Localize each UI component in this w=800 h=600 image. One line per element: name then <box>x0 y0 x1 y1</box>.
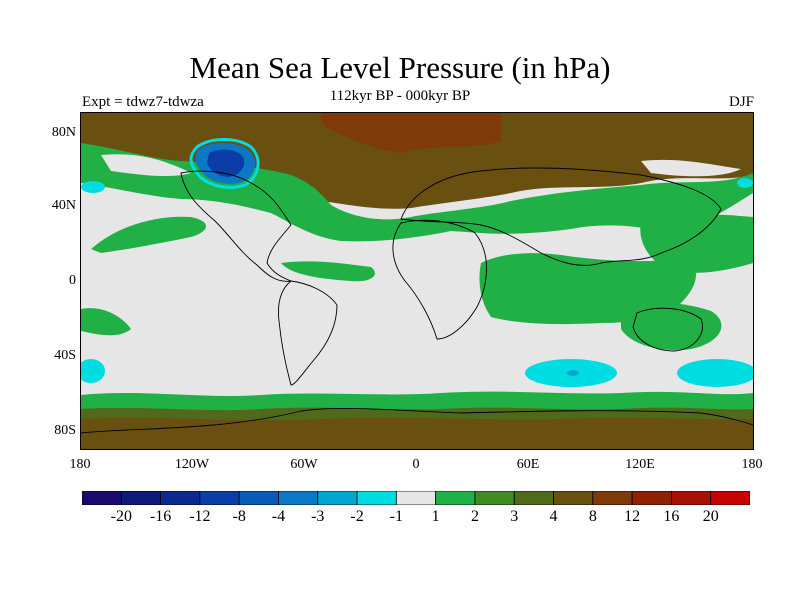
chart-subtitle: 112kyr BP - 000kyr BP <box>329 88 471 104</box>
africa-coast <box>392 219 487 340</box>
legend-label: 1 <box>431 508 440 525</box>
legend-label: 4 <box>549 508 558 525</box>
legend-label: -3 <box>311 508 325 525</box>
north-atlantic-grey <box>101 154 191 177</box>
legend-swatch <box>82 491 122 505</box>
north-brown-patch <box>321 113 501 153</box>
west-pacific-green <box>640 214 753 273</box>
legend-label: -2 <box>350 508 364 525</box>
legend-swatch <box>160 491 201 505</box>
north-pacific-green <box>91 216 206 253</box>
canada-strong-anomaly <box>207 149 245 177</box>
legend-label: -12 <box>189 508 211 525</box>
legend-label: -20 <box>110 508 132 525</box>
lon-tick-60w: 60W <box>290 457 318 472</box>
legend-swatch <box>435 491 476 505</box>
coastlines <box>81 167 753 434</box>
legend-label: -16 <box>149 508 172 525</box>
lat-tick-40n: 40N <box>51 198 76 213</box>
legend-label: -8 <box>232 508 246 525</box>
nw-cyan-spot <box>81 181 105 193</box>
legend-label: 16 <box>663 508 680 525</box>
legend-swatch <box>356 491 397 505</box>
atlantic-tropical-green <box>281 261 375 282</box>
lat-tick-40s: 40S <box>54 348 76 363</box>
legend-swatch <box>592 491 633 505</box>
legend-swatch <box>513 491 554 505</box>
australia-green <box>621 302 722 351</box>
season-label: DJF <box>728 94 754 110</box>
legend-label: -1 <box>389 508 403 525</box>
lat-tick-80n: 80N <box>51 125 76 140</box>
legend-swatch <box>238 491 279 505</box>
south-indian-cyan-core <box>567 370 579 376</box>
lon-tick-180w: 180 <box>69 457 91 472</box>
legend-label: -4 <box>271 508 286 525</box>
south-pacific-cyan-east <box>677 359 753 387</box>
lon-tick-120w: 120W <box>174 457 210 472</box>
legend-swatch <box>631 491 672 505</box>
canada-cyan-ring <box>189 138 260 189</box>
north-america-coast <box>180 170 293 282</box>
lat-tick-0: 0 <box>69 273 76 288</box>
legend-label: 12 <box>624 508 641 525</box>
experiment-label: Expt = tdwz7-tdwza <box>82 94 204 110</box>
eurasia-coast <box>400 167 722 266</box>
legend-label: 8 <box>588 508 597 525</box>
ne-cyan-spot <box>737 178 753 188</box>
legend-swatch <box>671 491 712 505</box>
legend-swatch <box>395 491 437 505</box>
north-pacific-grey <box>641 159 741 177</box>
chart-title: Mean Sea Level Pressure (in hPa) <box>189 50 611 85</box>
lat-tick-80s: 80S <box>54 423 76 438</box>
lon-tick-180e: 180 <box>741 457 763 472</box>
legend-swatch <box>199 491 240 505</box>
australia-coast <box>632 307 703 352</box>
legend-swatch <box>317 491 358 505</box>
lon-tick-0: 0 <box>412 457 420 472</box>
legend-swatch <box>278 491 319 505</box>
legend-colorbar <box>82 491 750 505</box>
legend-label: 3 <box>510 508 519 525</box>
legend-swatch <box>474 491 515 505</box>
legend-swatch <box>710 491 750 505</box>
legend-swatch <box>120 491 161 505</box>
legend-label: 2 <box>470 508 479 525</box>
south-america-coast <box>278 280 338 386</box>
pressure-map <box>80 112 754 450</box>
south-pacific-cyan-west <box>81 359 105 383</box>
antarctica-coast <box>81 407 753 434</box>
lon-tick-60e: 60E <box>516 457 540 472</box>
lon-tick-120e: 120E <box>625 457 655 472</box>
legend-swatch <box>553 491 594 505</box>
legend-label: 20 <box>702 508 719 525</box>
antarctic-olive <box>81 417 753 449</box>
south-pacific-green <box>81 308 131 336</box>
